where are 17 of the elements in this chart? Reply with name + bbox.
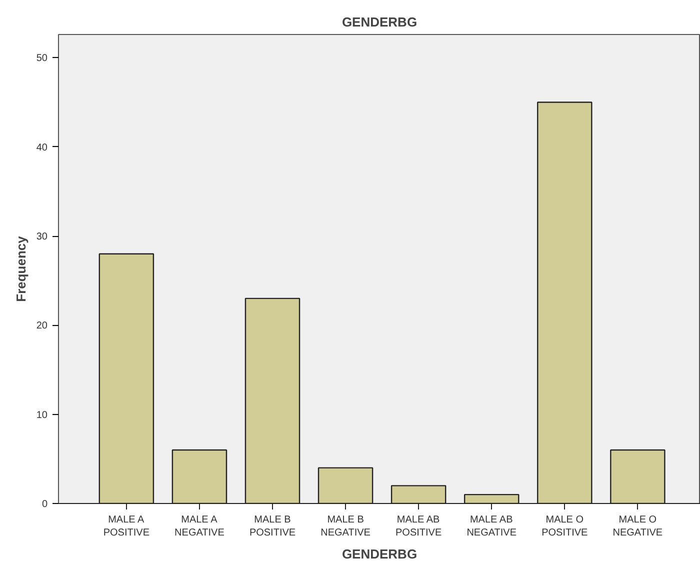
x-tick-label: MALE A POSITIVE xyxy=(103,514,150,539)
x-tick-label: MALE A NEGATIVE xyxy=(174,514,225,539)
chart-title: GENDERBG xyxy=(342,14,418,30)
y-tick-label: 10 xyxy=(36,410,48,421)
y-tick-label: 50 xyxy=(36,53,48,64)
x-tick-label: MALE AB NEGATIVE xyxy=(466,514,517,539)
x-tick-label: MALE O POSITIVE xyxy=(542,514,588,539)
x-tick-label: MALE AB POSITIVE xyxy=(396,514,442,539)
y-tick-label: 30 xyxy=(36,232,48,243)
y-axis-title: Frequency xyxy=(13,235,28,302)
y-tick-label: 20 xyxy=(36,320,48,332)
x-tick-label: MALE B POSITIVE xyxy=(249,514,296,539)
x-axis-title: GENDERBG xyxy=(342,546,418,562)
y-tick-label: 0 xyxy=(42,499,48,510)
x-tick-label: MALE O NEGATIVE xyxy=(612,514,663,539)
y-tick-label: 40 xyxy=(36,142,48,154)
x-tick-label: MALE B NEGATIVE xyxy=(320,514,371,539)
